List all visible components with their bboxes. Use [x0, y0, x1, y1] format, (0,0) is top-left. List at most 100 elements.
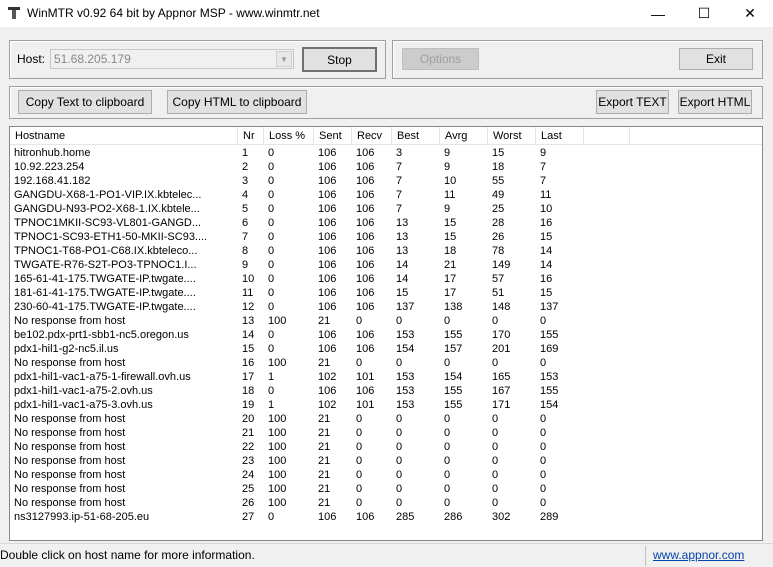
column-header-loss[interactable]: Loss % — [264, 127, 314, 145]
table-row[interactable]: 10.92.223.254 2 0 106 106 7 9 18 7 — [10, 160, 762, 174]
table-row[interactable]: 192.168.41.182 3 0 106 106 7 10 55 7 — [10, 174, 762, 188]
maximize-button[interactable]: ☐ — [697, 5, 711, 21]
table-row[interactable]: pdx1-hil1-g2-nc5.il.us 15 0 106 106 154 157 201… — [10, 342, 762, 356]
cell-recv: 106 — [356, 175, 375, 187]
results-list[interactable]: Hostname Nr Loss % Sent Recv Best Avrg Worst Las… — [9, 126, 763, 541]
cell-loss: 0 — [268, 343, 275, 355]
chevron-down-icon[interactable]: ▼ — [276, 51, 292, 67]
cell-hostname: No response from host — [14, 469, 126, 481]
table-row[interactable]: TPNOC1MKII-SC93-VL801-GANGD... 6 0 106 106 13… — [10, 216, 762, 230]
table-row[interactable]: hitronhub.home 1 0 106 106 3 9 15 9 — [10, 146, 762, 160]
cell-last: 155 — [540, 329, 559, 341]
cell-last: 0 — [540, 413, 547, 425]
minimize-button[interactable]: — — [651, 5, 665, 22]
table-row[interactable]: No response from host 13 100 21 0 0 0 0 0 — [10, 314, 762, 328]
column-header-best[interactable]: Best — [392, 127, 440, 145]
table-row[interactable]: No response from host 23 100 21 0 0 0 0 0 — [10, 454, 762, 468]
cell-best: 0 — [396, 441, 403, 453]
table-row[interactable]: No response from host 25 100 21 0 0 0 0 0 — [10, 482, 762, 496]
cell-best: 3 — [396, 147, 403, 159]
column-header-hostname[interactable]: Hostname — [10, 127, 238, 145]
cell-sent: 102 — [318, 399, 337, 411]
table-row[interactable]: 165-61-41-175.TWGATE-IP.twgate.... 10 0 106… — [10, 272, 762, 286]
cell-worst: 15 — [492, 147, 505, 159]
table-row[interactable]: be102.pdx-prt1-sbb1-nc5.oregon.us 14 0 106 1… — [10, 328, 762, 342]
table-row[interactable]: No response from host 26 100 21 0 0 0 0 0 — [10, 496, 762, 510]
copy-html-button[interactable]: Copy HTML to clipboard — [167, 90, 307, 114]
cell-avrg: 11 — [444, 189, 456, 201]
cell-sent: 106 — [318, 273, 337, 285]
table-row[interactable]: pdx1-hil1-vac1-a75-3.ovh.us 19 1 102 101 153 1… — [10, 398, 762, 412]
cell-worst: 0 — [492, 483, 499, 495]
cell-avrg: 155 — [444, 385, 463, 397]
table-row[interactable]: pdx1-hil1-vac1-a75-2.ovh.us 18 0 106 106 153 1… — [10, 384, 762, 398]
cell-loss: 0 — [268, 175, 275, 187]
column-header-recv[interactable]: Recv — [352, 127, 392, 145]
column-header-worst[interactable]: Worst — [488, 127, 536, 145]
table-row[interactable]: 181-61-41-175.TWGATE-IP.twgate.... 11 0 106… — [10, 286, 762, 300]
cell-sent: 21 — [318, 483, 331, 495]
options-button[interactable]: Options — [402, 48, 479, 70]
table-row[interactable]: 230-60-41-175.TWGATE-IP.twgate.... 12 0 106… — [10, 300, 762, 314]
cell-recv: 106 — [356, 385, 375, 397]
column-header-empty — [584, 127, 630, 145]
cell-worst: 149 — [492, 259, 511, 271]
cell-avrg: 0 — [444, 357, 451, 369]
close-button[interactable]: ✕ — [744, 5, 756, 21]
column-header-avrg[interactable]: Avrg — [440, 127, 488, 145]
copy-text-button[interactable]: Copy Text to clipboard — [18, 90, 152, 114]
cell-avrg: 155 — [444, 329, 463, 341]
cell-best: 153 — [396, 329, 415, 341]
appnor-link[interactable]: www.appnor.com — [653, 548, 745, 562]
table-row[interactable]: No response from host 16 100 21 0 0 0 0 0 — [10, 356, 762, 370]
cell-hostname: GANGDU-N93-PO2-X68-1.IX.kbtele... — [14, 203, 200, 215]
table-row[interactable]: TWGATE-R76-S2T-PO3-TPNOC1.I... 9 0 106 106 14… — [10, 258, 762, 272]
cell-loss: 100 — [268, 455, 287, 467]
cell-nr: 23 — [242, 455, 255, 467]
cell-last: 137 — [540, 301, 559, 313]
cell-nr: 19 — [242, 399, 255, 411]
cell-worst: 0 — [492, 497, 499, 509]
cell-last: 11 — [540, 189, 552, 201]
cell-hostname: TPNOC1-SC93-ETH1-50-MKII-SC93.... — [14, 231, 208, 243]
cell-hostname: TWGATE-R76-S2T-PO3-TPNOC1.I... — [14, 259, 197, 271]
exit-button[interactable]: Exit — [679, 48, 753, 70]
cell-nr: 2 — [242, 161, 249, 173]
cell-sent: 21 — [318, 413, 331, 425]
cell-worst: 170 — [492, 329, 511, 341]
table-row[interactable]: TPNOC1-SC93-ETH1-50-MKII-SC93.... 7 0 106 10… — [10, 230, 762, 244]
cell-worst: 165 — [492, 371, 511, 383]
cell-best: 153 — [396, 399, 415, 411]
table-row[interactable]: No response from host 22 100 21 0 0 0 0 0 — [10, 440, 762, 454]
table-row[interactable]: No response from host 20 100 21 0 0 0 0 0 — [10, 412, 762, 426]
cell-hostname: be102.pdx-prt1-sbb1-nc5.oregon.us — [14, 329, 189, 341]
column-header-sent[interactable]: Sent — [314, 127, 352, 145]
status-divider — [645, 546, 646, 566]
table-row[interactable]: TPNOC1-T68-PO1-C68.IX.kbteleco... 8 0 106 10… — [10, 244, 762, 258]
host-group — [9, 40, 386, 79]
stop-button[interactable]: Stop — [302, 47, 377, 72]
table-row[interactable]: GANGDU-X68-1-PO1-VIP.IX.kbtelec... 4 0 106 1… — [10, 188, 762, 202]
export-text-button[interactable]: Export TEXT — [596, 90, 669, 114]
cell-sent: 106 — [318, 287, 337, 299]
table-row[interactable]: ns3127993.ip-51-68-205.eu 27 0 106 106 285 286… — [10, 510, 762, 524]
host-combobox[interactable]: 51.68.205.179 ▼ — [50, 49, 294, 69]
cell-recv: 106 — [356, 217, 375, 229]
cell-last: 0 — [540, 455, 547, 467]
table-row[interactable]: No response from host 21 100 21 0 0 0 0 0 — [10, 426, 762, 440]
cell-hostname: TPNOC1MKII-SC93-VL801-GANGD... — [14, 217, 202, 229]
cell-worst: 0 — [492, 315, 499, 327]
table-row[interactable]: pdx1-hil1-vac1-a75-1-firewall.ovh.us 17 1 1… — [10, 370, 762, 384]
cell-recv: 106 — [356, 203, 375, 215]
table-row[interactable]: No response from host 24 100 21 0 0 0 0 0 — [10, 468, 762, 482]
cell-worst: 55 — [492, 175, 505, 187]
table-header: Hostname Nr Loss % Sent Recv Best Avrg Worst Las… — [10, 127, 762, 145]
cell-sent: 21 — [318, 357, 331, 369]
cell-worst: 51 — [492, 287, 505, 299]
export-html-button[interactable]: Export HTML — [678, 90, 752, 114]
cell-best: 0 — [396, 469, 403, 481]
column-header-nr[interactable]: Nr — [238, 127, 264, 145]
table-row[interactable]: GANGDU-N93-PO2-X68-1.IX.kbtele... 5 0 106 10… — [10, 202, 762, 216]
cell-last: 0 — [540, 441, 547, 453]
column-header-last[interactable]: Last — [536, 127, 584, 145]
